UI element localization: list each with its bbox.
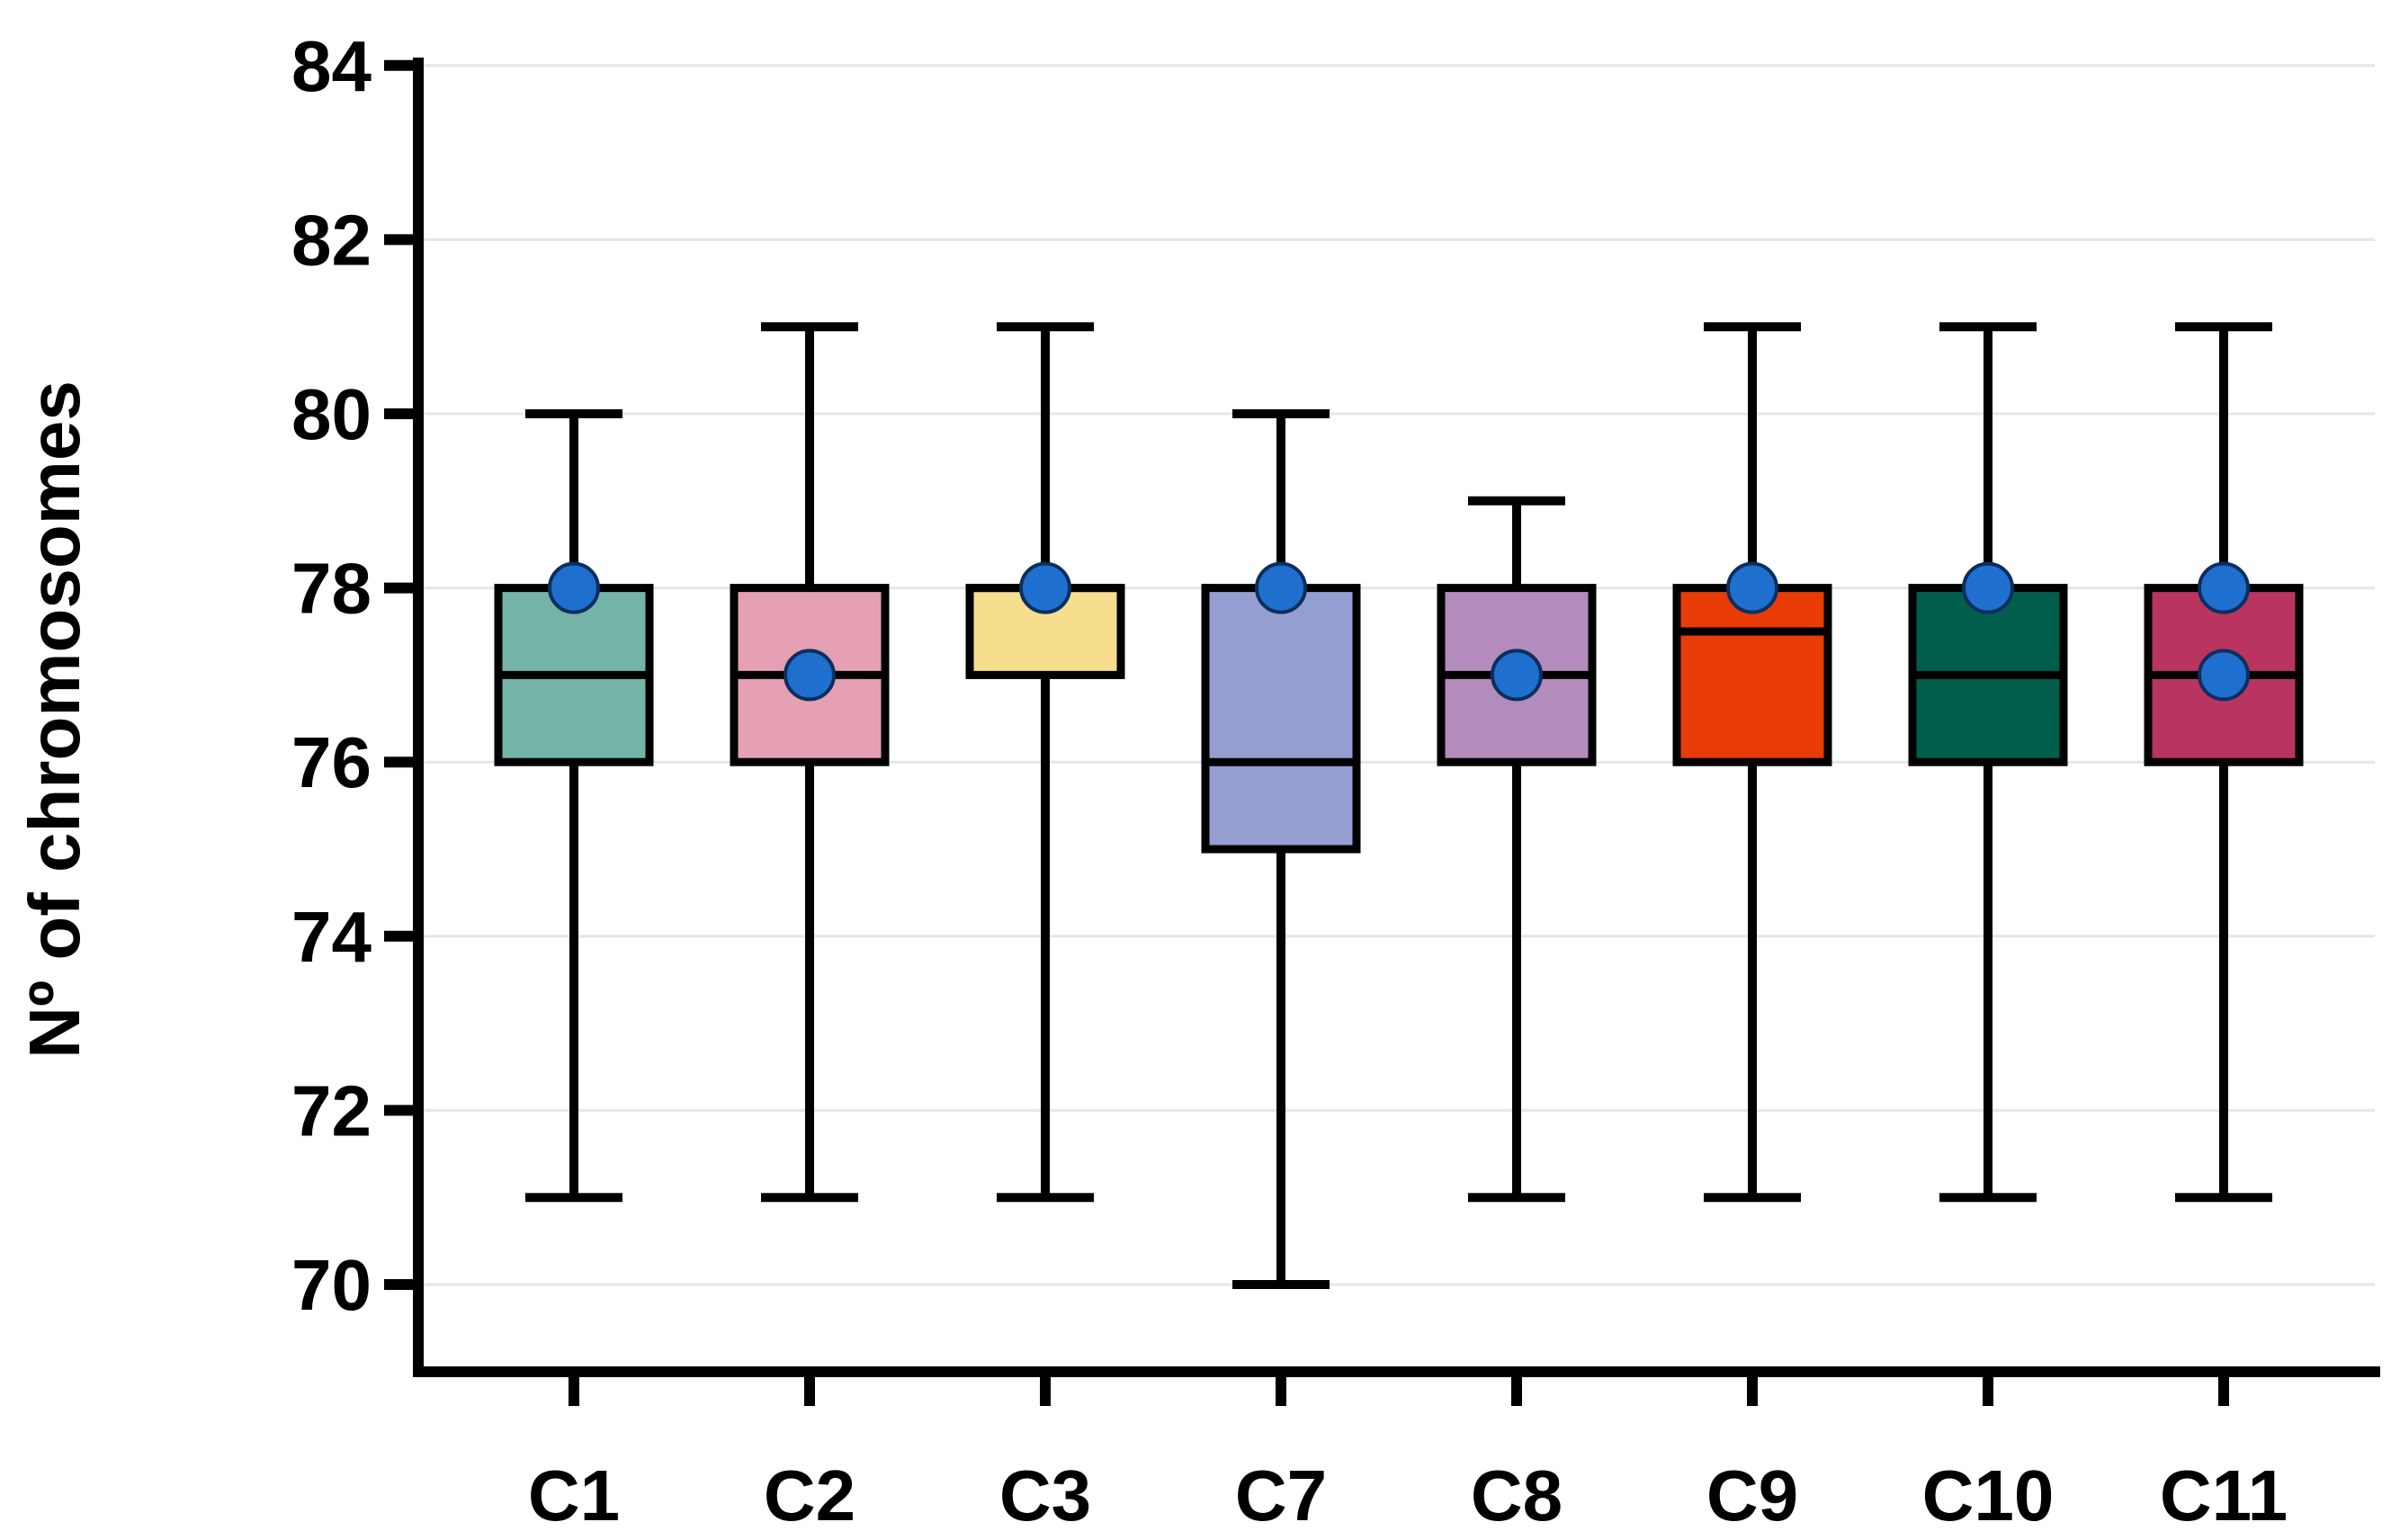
y-axis-title: Nº of chromosomes [14,381,94,1059]
iqr-box-c9 [1672,584,1832,766]
y-tick-label-84: 84 [291,26,372,106]
x-tick-label-c7: C7 [1235,1455,1327,1536]
data-point-c11-2 [2198,649,2250,702]
data-point-c7-1 [1255,561,1307,614]
y-tick-label-78: 78 [291,549,372,629]
data-point-c9-1 [1726,561,1778,614]
x-tick-label-c9: C9 [1706,1455,1798,1536]
gridlines [418,64,2375,1286]
x-tick-label-c2: C2 [764,1455,855,1536]
box-c1 [494,409,654,1203]
box-c7 [1201,409,1361,1289]
x-tick-label-c3: C3 [999,1455,1091,1536]
data-point-c8-1 [1491,649,1543,702]
data-points [548,561,2250,702]
data-point-c3-1 [1019,561,1071,614]
box-c8 [1437,496,1597,1203]
y-tick-label-80: 80 [291,374,372,454]
y-tick-label-76: 76 [291,722,372,802]
data-point-c2-1 [784,649,836,702]
box-c10 [1908,322,2068,1203]
x-tick-label-c8: C8 [1471,1455,1563,1536]
y-tick-label-74: 74 [291,897,372,977]
x-tick-label-c11: C11 [2160,1455,2288,1536]
data-point-c11-1 [2198,561,2250,614]
y-ticks: 70 72 74 76 78 80 82 84 [291,26,418,1325]
x-tick-label-c10: C10 [1922,1455,2055,1536]
y-tick-label-82: 82 [291,200,372,280]
box-c3 [965,322,1125,1203]
axes [413,58,2380,1377]
y-tick-label-70: 70 [291,1245,372,1325]
data-point-c10-1 [1962,561,2014,614]
x-tick-label-c1: C1 [528,1455,620,1536]
box-c9 [1672,322,1832,1203]
y-tick-label-72: 72 [291,1070,372,1151]
box-c2 [730,322,890,1203]
box-c11 [2144,322,2304,1203]
iqr-box-c7 [1201,584,1361,854]
data-point-c1-1 [548,561,600,614]
iqr-box-c3 [965,584,1125,679]
x-ticks: C1 C2 C3 C7 C8 C9 C10 C11 [528,1372,2288,1536]
boxes [494,322,2304,1289]
